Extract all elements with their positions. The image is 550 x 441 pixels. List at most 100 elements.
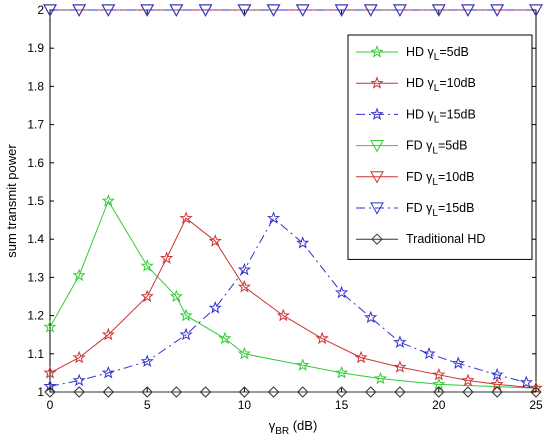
data-point (373, 371, 388, 385)
legend-label: FD γL=10dB (406, 170, 474, 188)
data-point (334, 4, 349, 17)
x-axis-title: γBR (dB) (269, 418, 318, 437)
data-point (198, 4, 213, 17)
data-point (169, 289, 183, 303)
x-tick-label: 5 (144, 398, 151, 412)
data-point (238, 386, 251, 398)
x-tick-label: 20 (432, 398, 446, 412)
data-point (267, 386, 280, 398)
legend-marker (370, 76, 384, 89)
y-tick-label: 1.1 (27, 347, 44, 361)
data-point (102, 386, 115, 398)
data-point (266, 211, 281, 224)
data-point (72, 350, 86, 364)
data-point (295, 4, 310, 17)
legend-marker (370, 202, 384, 215)
data-point (73, 386, 85, 398)
y-tick-label: 1.3 (27, 270, 44, 284)
data-point (179, 327, 193, 341)
data-point (179, 308, 193, 322)
x-tick-label: 10 (238, 398, 252, 412)
data-point (44, 386, 56, 398)
series-2 (43, 211, 543, 394)
data-point (461, 373, 475, 387)
data-point (140, 289, 154, 303)
data-point (296, 358, 310, 371)
legend-marker (370, 171, 384, 184)
y-tick-label: 1.8 (27, 79, 44, 93)
legend-marker (370, 140, 384, 153)
data-point (101, 194, 115, 207)
data-point (199, 386, 212, 398)
y-axis-title: sum transmit power (4, 144, 19, 258)
data-point (432, 367, 446, 381)
data-point (237, 346, 251, 360)
data-point (72, 4, 87, 17)
data-point (140, 259, 154, 272)
data-point (237, 4, 252, 17)
series-line (49, 217, 537, 389)
data-point (266, 4, 281, 17)
legend-box (347, 34, 533, 260)
series-line (49, 199, 537, 389)
legend-marker (371, 233, 383, 245)
data-point (140, 4, 155, 17)
data-point (140, 354, 154, 368)
legend-item: HD γL=15dB (356, 107, 476, 125)
y-tick-label: 1.6 (27, 156, 44, 170)
data-point (519, 375, 533, 389)
data-point (363, 4, 378, 17)
data-point (101, 365, 115, 379)
data-point (160, 251, 174, 264)
data-point (101, 327, 115, 341)
data-point (365, 386, 377, 398)
x-tick-label: 0 (47, 398, 54, 412)
legend-item: Traditional HD (356, 232, 485, 246)
series-line (49, 217, 527, 387)
data-point (141, 386, 153, 398)
data-point (218, 331, 232, 345)
data-point (530, 386, 542, 398)
data-point (461, 4, 475, 17)
legend: HD γL=5dB HD γL=10dB HD γL=15dB FD γL=5dB FD… (347, 34, 533, 260)
data-point (101, 4, 116, 17)
data-point (315, 331, 329, 345)
legend-label: HD γL=15dB (406, 107, 476, 125)
legend-label: FD γL=15dB (406, 201, 474, 219)
data-point (490, 367, 504, 381)
data-point (296, 236, 310, 249)
data-point (179, 211, 193, 224)
y-tick-label: 1.7 (27, 118, 44, 132)
data-point (393, 4, 407, 17)
data-point (393, 360, 407, 373)
y-tick-label: 1.4 (27, 232, 44, 246)
data-point (208, 234, 222, 247)
data-point (422, 346, 436, 360)
data-point (297, 386, 309, 398)
legend-item: FD γL=5dB (356, 139, 468, 157)
data-point (431, 4, 446, 17)
data-point (208, 301, 222, 314)
legend-item: HD γL=5dB (356, 45, 469, 63)
axes-layer: 0 5 10 15 20 25 1 1.1 1.2 1.3 1.4 1.5 1.6 1.7 1.8 1.9 2 γ… (4, 3, 543, 437)
legend-marker (370, 45, 384, 58)
data-point (433, 386, 445, 398)
data-point (462, 386, 474, 398)
data-point (364, 310, 378, 324)
legend-item: HD γL=10dB (356, 76, 476, 94)
data-point (491, 386, 503, 398)
data-point (335, 386, 348, 398)
data-point (43, 365, 57, 379)
data-point (72, 373, 86, 387)
x-tick-label: 15 (335, 398, 349, 412)
data-point (237, 280, 251, 293)
data-point (335, 365, 349, 379)
y-tick-label: 1.9 (27, 41, 44, 55)
y-tick-label: 1.2 (27, 309, 44, 323)
data-point (490, 4, 504, 17)
legend-marker (370, 107, 384, 121)
y-tick-label: 1 (37, 385, 44, 399)
legend-item: FD γL=10dB (356, 170, 474, 188)
data-point (393, 335, 407, 348)
